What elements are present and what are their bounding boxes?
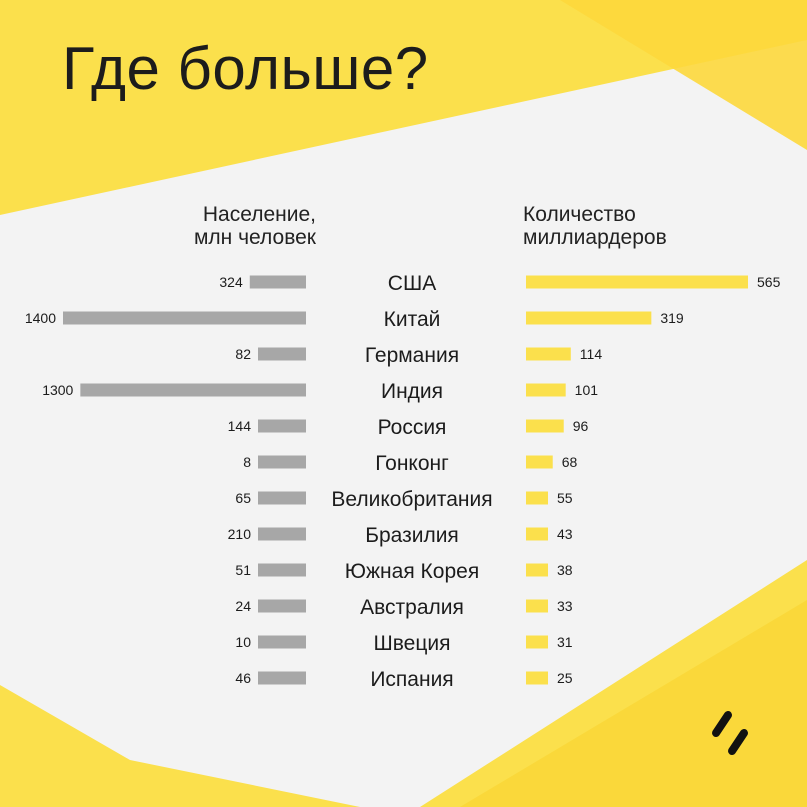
population-bar (258, 527, 306, 541)
population-value-label: 210 (228, 526, 252, 542)
billionaires-value-label: 55 (557, 490, 573, 506)
billionaires-bar (526, 347, 571, 361)
population-value-label: 24 (235, 598, 251, 614)
country-label: Германия (365, 344, 459, 367)
country-label: Россия (378, 416, 447, 439)
double-slash-logo-icon (712, 711, 748, 755)
billionaires-bar (526, 671, 548, 685)
population-bar (80, 383, 306, 397)
population-value-label: 51 (235, 562, 251, 578)
billionaires-bar (526, 563, 548, 577)
billionaires-bar (526, 455, 553, 469)
billionaires-value-label: 96 (573, 418, 589, 434)
billionaires-value-label: 31 (557, 634, 573, 650)
billionaires-bar (526, 383, 566, 397)
page-title: Где больше? (62, 35, 429, 102)
billionaires-header: Количество миллиардеров (523, 203, 667, 249)
country-label: Испания (370, 668, 453, 691)
population-bar (258, 671, 306, 685)
billionaires-bar (526, 527, 548, 541)
billionaires-bar (526, 311, 652, 325)
population-bar (258, 599, 306, 613)
population-value-label: 8 (243, 454, 251, 470)
billionaires-value-label: 38 (557, 562, 573, 578)
billionaires-value-label: 114 (580, 346, 603, 362)
population-header-line-2: млн человек (193, 226, 316, 249)
billionaires-header-line-2: миллиардеров (523, 226, 667, 249)
country-label: Швеция (374, 632, 451, 655)
population-bar (258, 491, 306, 505)
country-label: Индия (381, 380, 443, 403)
billionaires-value-label: 33 (557, 598, 573, 614)
billionaires-value-label: 101 (575, 382, 599, 398)
population-value-label: 144 (228, 418, 252, 434)
bottom-right-yellow-shade (460, 600, 807, 807)
population-bar (249, 275, 306, 289)
billionaires-value-label: 25 (557, 670, 573, 686)
population-value-label: 46 (235, 670, 251, 686)
population-bar (258, 419, 306, 433)
billionaires-value-label: 565 (757, 274, 781, 290)
billionaires-value-label: 319 (660, 310, 684, 326)
billionaires-bar (526, 275, 748, 289)
population-bar (258, 455, 306, 469)
top-right-yellow-shade (560, 0, 807, 150)
population-value-label: 324 (219, 274, 243, 290)
country-label: США (388, 272, 436, 295)
population-bar (258, 635, 306, 649)
population-bar (258, 563, 306, 577)
billionaires-bar (526, 599, 548, 613)
country-label: Южная Корея (345, 560, 479, 583)
population-bar (258, 347, 306, 361)
billionaires-value-label: 43 (557, 526, 573, 542)
country-label: Бразилия (365, 524, 459, 547)
billionaires-bar (526, 635, 548, 649)
billionaires-value-label: 68 (562, 454, 578, 470)
bottom-left-yellow-shape (0, 685, 360, 807)
population-header-line-1: Население, (202, 203, 316, 226)
billionaires-bar (526, 491, 548, 505)
population-value-label: 1300 (42, 382, 73, 398)
country-label: Гонконг (375, 452, 449, 475)
country-label: Великобритания (331, 488, 492, 511)
population-value-label: 82 (235, 346, 251, 362)
billionaires-bar (526, 419, 564, 433)
population-value-label: 65 (235, 490, 251, 506)
population-value-label: 1400 (25, 310, 56, 326)
billionaires-header-line-1: Количество (523, 203, 636, 226)
country-label: Китай (384, 308, 441, 331)
population-bar (63, 311, 306, 325)
top-yellow-band (0, 0, 807, 215)
country-label: Австралия (360, 596, 464, 619)
population-value-label: 10 (235, 634, 251, 650)
population-header: Население, млн человек (194, 203, 316, 249)
